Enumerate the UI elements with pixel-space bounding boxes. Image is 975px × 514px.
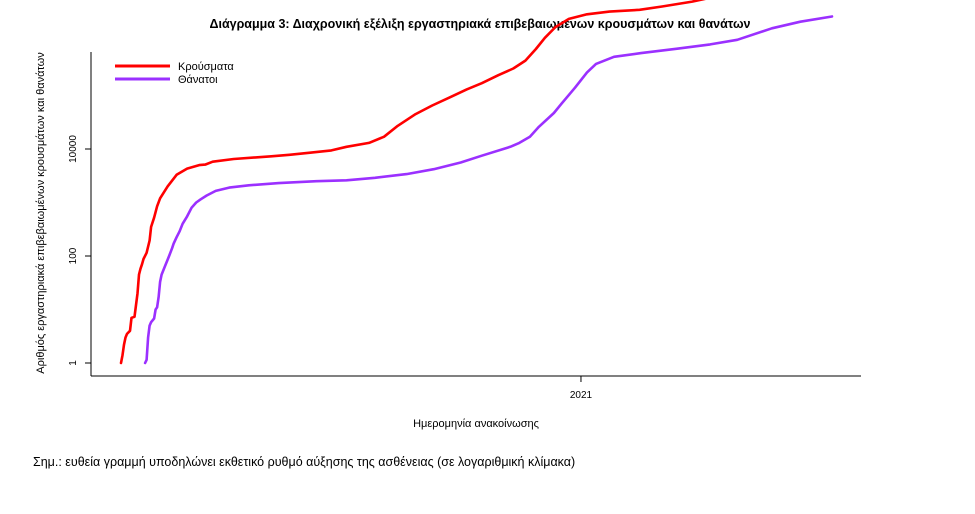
footnote: Σημ.: ευθεία γραμμή υποδηλώνει εκθετικό … xyxy=(33,455,576,469)
y-tick-label: 1 xyxy=(68,360,79,366)
chart: Διάγραμμα 3: Διαχρονική εξέλιξη εργαστηρ… xyxy=(35,0,861,430)
y-tick-label: 100 xyxy=(68,247,79,264)
legend-label-deaths: Θάνατοι xyxy=(178,74,218,86)
chart-title: Διάγραμμα 3: Διαχρονική εξέλιξη εργαστηρ… xyxy=(209,17,750,31)
series-line-cases xyxy=(119,0,706,365)
y-axis-label: Αριθμός εργαστηριακά επιβεβαιωμένων κρου… xyxy=(35,52,47,374)
series-line-deaths xyxy=(143,15,834,365)
y-tick-label: 10000 xyxy=(68,135,79,163)
legend-label-cases: Κρούσματα xyxy=(178,61,234,73)
x-tick-label: 2021 xyxy=(570,390,593,401)
legend: Κρούσματα Θάνατοι xyxy=(115,61,234,86)
x-axis-label: Ημερομηνία ανακοίνωσης xyxy=(413,418,539,430)
